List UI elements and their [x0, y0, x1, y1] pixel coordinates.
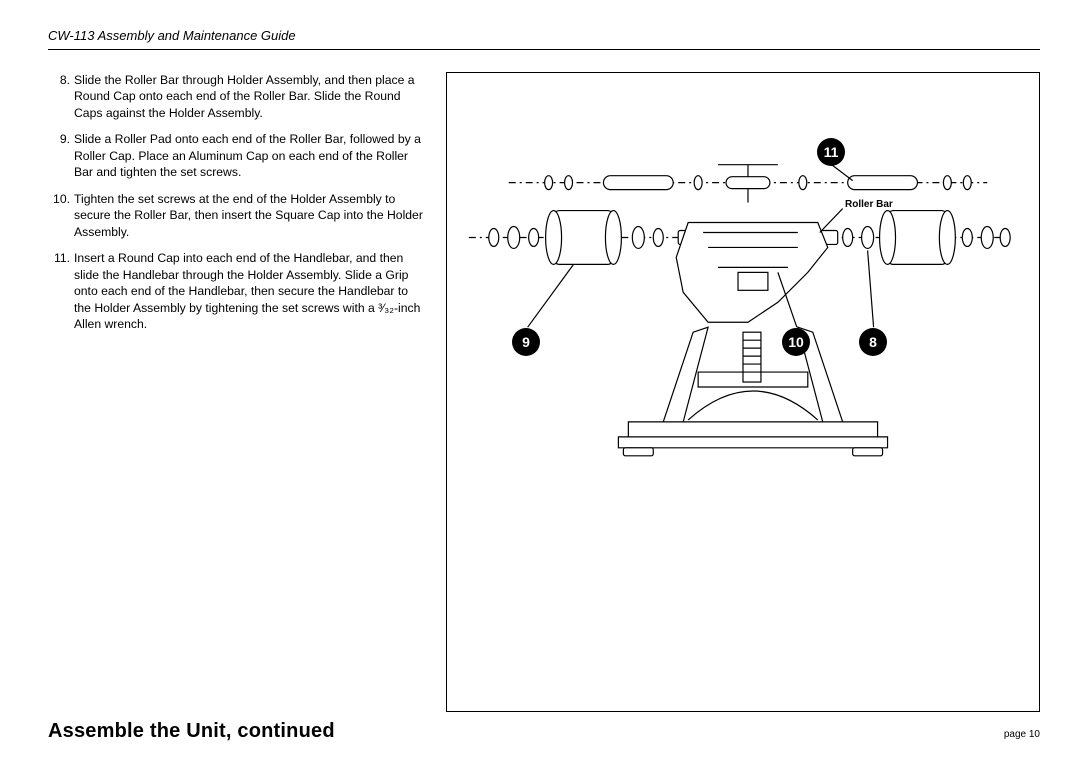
- page-footer: Assemble the Unit, continued page 10: [48, 720, 1040, 743]
- part-label-roller-bar: Roller Bar: [845, 199, 893, 210]
- page-number: page 10: [1004, 729, 1040, 740]
- instruction-step: Insert a Round Cap into each end of the …: [48, 250, 428, 332]
- assembly-diagram: 11 9 10 8 Roller Bar: [446, 72, 1040, 712]
- callout-11: 11: [817, 138, 845, 166]
- callout-8: 8: [859, 328, 887, 356]
- content-row: Slide the Roller Bar through Holder Asse…: [48, 72, 1040, 712]
- instruction-step: Slide the Roller Bar through Holder Asse…: [48, 72, 428, 121]
- header-title: CW-113 Assembly and Maintenance Guide: [48, 28, 1040, 50]
- instruction-list: Slide the Roller Bar through Holder Asse…: [48, 72, 428, 712]
- callout-9: 9: [512, 328, 540, 356]
- instruction-step: Tighten the set screws at the end of the…: [48, 191, 428, 240]
- diagram-svg: [447, 73, 1039, 711]
- section-title: Assemble the Unit, continued: [48, 720, 335, 743]
- instruction-step: Slide a Roller Pad onto each end of the …: [48, 131, 428, 180]
- callout-10: 10: [782, 328, 810, 356]
